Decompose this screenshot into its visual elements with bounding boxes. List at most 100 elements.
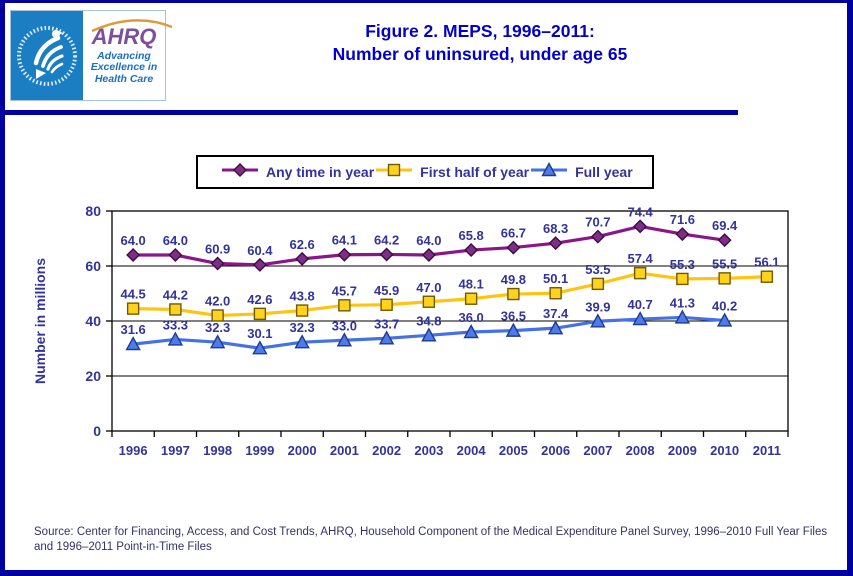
first-half-of-year-marker bbox=[211, 309, 224, 322]
full-year-data-label: 33.7 bbox=[374, 316, 399, 331]
full-year-marker bbox=[378, 330, 395, 345]
full-year-data-label: 37.4 bbox=[543, 306, 569, 321]
series-first-half-of-year: 44.5 44.2 42.0 42.6 43.8 45.7 45.9 47.0 48.1 49.8… bbox=[120, 251, 780, 322]
any-time-in-year-marker bbox=[590, 229, 605, 244]
full-year-marker bbox=[632, 311, 648, 326]
svg-text:60: 60 bbox=[85, 258, 101, 274]
any-time-in-year-marker bbox=[633, 219, 648, 234]
full-year-marker bbox=[463, 324, 479, 339]
first-half-of-year-data-label: 42.0 bbox=[205, 294, 230, 309]
full-year-data-label: 32.3 bbox=[205, 320, 230, 335]
full-year-marker bbox=[716, 312, 733, 327]
full-year-marker bbox=[547, 320, 564, 335]
first-half-of-year-data-label: 44.5 bbox=[120, 287, 145, 302]
full-year-marker bbox=[209, 334, 226, 349]
first-half-of-year-data-label: 44.2 bbox=[163, 287, 188, 302]
any-time-in-year-swatch-icon bbox=[220, 162, 260, 183]
svg-text:2009: 2009 bbox=[668, 443, 697, 458]
any-time-in-year-data-label: 68.3 bbox=[543, 221, 568, 236]
first-half-of-year-data-label: 56.1 bbox=[754, 255, 779, 270]
svg-text:2008: 2008 bbox=[626, 443, 655, 458]
source-note: Source: Center for Financing, Access, an… bbox=[34, 526, 828, 553]
hhs-eagle-icon bbox=[17, 25, 77, 86]
ahrq-brand-text: AHRQ bbox=[91, 23, 157, 49]
first-half-of-year-swatch-icon bbox=[374, 162, 414, 183]
any-time-in-year-marker bbox=[548, 236, 563, 251]
first-half-of-year-marker bbox=[549, 287, 562, 300]
first-half-of-year-marker bbox=[169, 303, 182, 316]
first-half-of-year-marker bbox=[338, 299, 351, 312]
svg-text:2004: 2004 bbox=[457, 443, 487, 458]
first-half-of-year-data-label: 55.3 bbox=[670, 257, 695, 272]
frame-border-top bbox=[0, 0, 853, 3]
any-time-in-year-marker bbox=[252, 257, 267, 272]
first-half-of-year-marker bbox=[380, 298, 393, 311]
svg-text:2010: 2010 bbox=[710, 443, 739, 458]
full-year-marker bbox=[294, 334, 310, 349]
full-year-marker bbox=[674, 309, 691, 324]
svg-text:80: 80 bbox=[85, 203, 101, 219]
first-half-of-year-marker bbox=[422, 295, 436, 308]
full-year-swatch-icon bbox=[529, 161, 569, 183]
legend-item-any-time-in-year: Any time in year bbox=[220, 162, 374, 183]
any-time-in-year-data-label: 64.0 bbox=[120, 233, 145, 248]
svg-text:20: 20 bbox=[85, 368, 101, 384]
svg-text:1998: 1998 bbox=[203, 443, 232, 458]
full-year-marker bbox=[541, 161, 557, 176]
title-line-1: Figure 2. MEPS, 1996–2011: bbox=[365, 21, 595, 41]
any-time-in-year-marker bbox=[421, 248, 436, 262]
full-year-data-label: 31.6 bbox=[120, 322, 145, 337]
full-year-marker bbox=[252, 340, 268, 355]
svg-text:2003: 2003 bbox=[414, 443, 443, 458]
full-year-marker bbox=[505, 322, 522, 337]
any-time-in-year-marker bbox=[233, 162, 247, 177]
svg-text:2011: 2011 bbox=[753, 443, 781, 458]
first-half-of-year-marker bbox=[718, 272, 731, 285]
any-time-in-year-marker bbox=[295, 251, 310, 266]
svg-text:1999: 1999 bbox=[245, 443, 274, 458]
legend-label-full-year: Full year bbox=[575, 164, 633, 180]
legend-label-first-half-of-year: First half of year bbox=[420, 164, 530, 180]
any-time-in-year-marker bbox=[168, 248, 183, 262]
full-year-data-label: 39.9 bbox=[585, 299, 610, 314]
full-year-data-label: 30.1 bbox=[247, 326, 272, 341]
full-year-data-label: 40.2 bbox=[712, 298, 737, 313]
svg-text:2001: 2001 bbox=[330, 443, 359, 458]
first-half-of-year-data-label: 48.1 bbox=[458, 277, 483, 292]
svg-text:1996: 1996 bbox=[119, 443, 148, 458]
first-half-of-year-marker bbox=[464, 292, 478, 305]
first-half-of-year-data-label: 53.5 bbox=[585, 262, 610, 277]
full-year-data-label: 33.3 bbox=[163, 317, 188, 332]
svg-text:40: 40 bbox=[85, 313, 101, 329]
any-time-in-year-data-label: 64.0 bbox=[416, 233, 441, 248]
chart-legend: Any time in year First half of year Full… bbox=[196, 155, 654, 189]
any-time-in-year-data-label: 74.4 bbox=[627, 204, 653, 219]
first-half-of-year-data-label: 45.9 bbox=[374, 283, 399, 298]
first-half-of-year-data-label: 49.8 bbox=[501, 272, 526, 287]
plot-svg: 0 20 40 60 80 1996 1997 1998 1999 2000 2001 2002 200… bbox=[85, 203, 789, 458]
any-time-in-year-data-label: 65.8 bbox=[458, 228, 483, 243]
frame-border-bottom bbox=[0, 570, 853, 576]
any-time-in-year-data-label: 64.0 bbox=[163, 233, 188, 248]
full-year-marker bbox=[590, 313, 606, 328]
first-half-of-year-data-label: 43.8 bbox=[289, 289, 314, 304]
full-year-marker bbox=[167, 331, 184, 346]
tagline-line-3: Health Care bbox=[94, 72, 154, 85]
full-year-data-label: 32.3 bbox=[289, 320, 314, 335]
any-time-in-year-marker bbox=[210, 256, 225, 271]
any-time-in-year-data-label: 66.7 bbox=[501, 226, 526, 241]
first-half-of-year-marker bbox=[591, 277, 605, 291]
first-half-of-year-data-label: 50.1 bbox=[543, 271, 568, 286]
svg-text:2006: 2006 bbox=[541, 443, 570, 458]
first-half-of-year-data-label: 45.7 bbox=[332, 283, 357, 298]
first-half-of-year-marker bbox=[253, 307, 267, 321]
first-half-of-year-marker bbox=[387, 163, 401, 176]
full-year-marker bbox=[421, 327, 437, 342]
ahrq-arc-icon bbox=[91, 18, 173, 32]
svg-text:2002: 2002 bbox=[372, 443, 401, 458]
svg-text:0: 0 bbox=[93, 423, 101, 439]
legend-label-any-time-in-year: Any time in year bbox=[266, 164, 375, 180]
hhs-seal bbox=[11, 11, 83, 100]
ahrq-wordmark: AHRQ bbox=[91, 18, 173, 49]
